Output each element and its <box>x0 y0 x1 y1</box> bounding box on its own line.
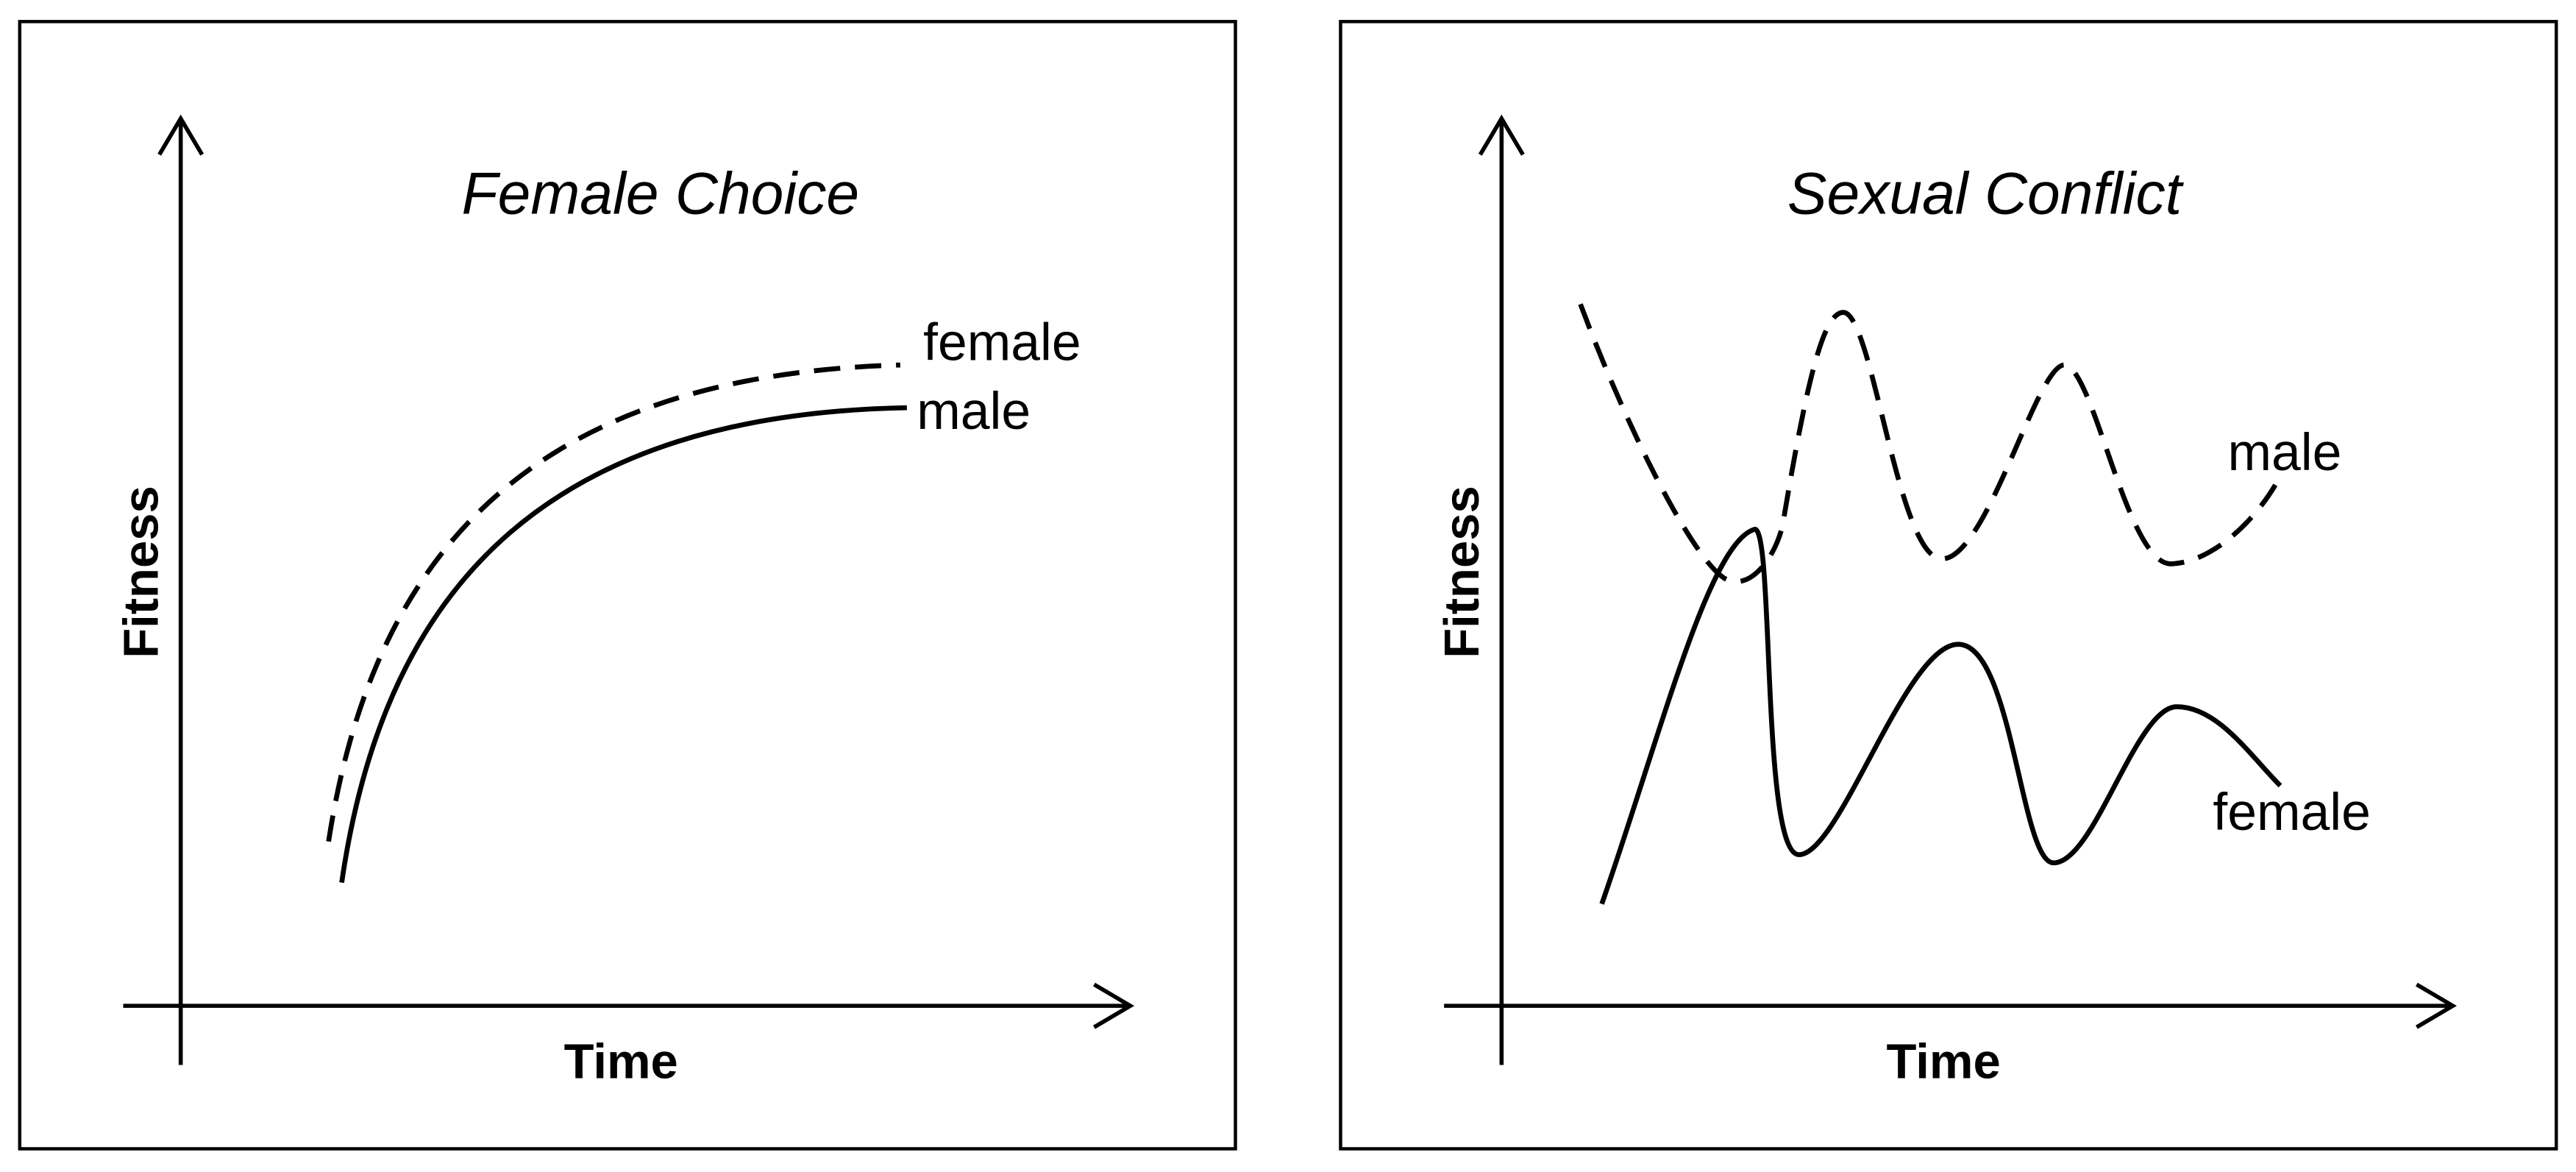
panel-title: Sexual Conflict <box>1787 161 2185 227</box>
male-curve <box>1578 303 2278 584</box>
curve-label: male <box>2228 423 2342 482</box>
y-axis-label: Fitness <box>1434 486 1490 658</box>
panel-frame <box>1339 20 2558 1151</box>
curve-label: female <box>923 313 1081 372</box>
y-axis <box>1478 114 1525 1065</box>
x-axis-label: Time <box>1887 1034 2001 1089</box>
curve-label: female <box>2213 783 2370 842</box>
x-axis-label: Time <box>564 1034 678 1089</box>
male-curve <box>339 405 907 884</box>
panel-frame <box>18 20 1237 1151</box>
x-axis <box>1444 982 2457 1029</box>
female-curve <box>1599 527 2283 905</box>
y-axis <box>157 114 204 1065</box>
y-axis-label: Fitness <box>113 486 168 658</box>
x-axis <box>123 982 1135 1029</box>
female-curve <box>326 362 901 842</box>
panel-sexual-conflict: Sexual Conflict Fitness Time male female <box>1339 20 2558 1151</box>
curve-label: male <box>917 382 1031 441</box>
panel-female-choice: Female Choice Fitness Time female male <box>18 20 1237 1151</box>
panel-title: Female Choice <box>462 161 860 227</box>
